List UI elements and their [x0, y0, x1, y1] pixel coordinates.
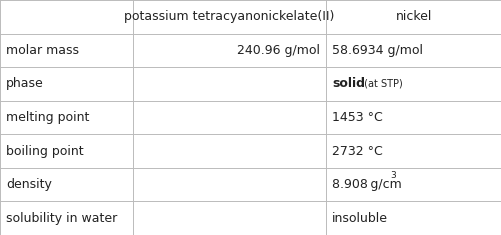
Text: 3: 3	[389, 171, 395, 180]
Text: density: density	[6, 178, 52, 191]
Text: 58.6934 g/mol: 58.6934 g/mol	[332, 44, 422, 57]
Text: solubility in water: solubility in water	[6, 212, 117, 225]
Text: potassium tetracyanonickelate(II): potassium tetracyanonickelate(II)	[124, 10, 334, 23]
Text: 8.908 g/cm: 8.908 g/cm	[332, 178, 401, 191]
Text: (at STP): (at STP)	[361, 79, 402, 89]
Text: insoluble: insoluble	[332, 212, 388, 225]
Text: 2732 °C: 2732 °C	[332, 145, 382, 158]
Text: phase: phase	[6, 77, 44, 90]
Text: 240.96 g/mol: 240.96 g/mol	[237, 44, 320, 57]
Text: nickel: nickel	[395, 10, 431, 23]
Text: 1453 °C: 1453 °C	[332, 111, 382, 124]
Text: molar mass: molar mass	[6, 44, 79, 57]
Text: boiling point: boiling point	[6, 145, 84, 158]
Text: melting point: melting point	[6, 111, 89, 124]
Text: solid: solid	[332, 77, 365, 90]
